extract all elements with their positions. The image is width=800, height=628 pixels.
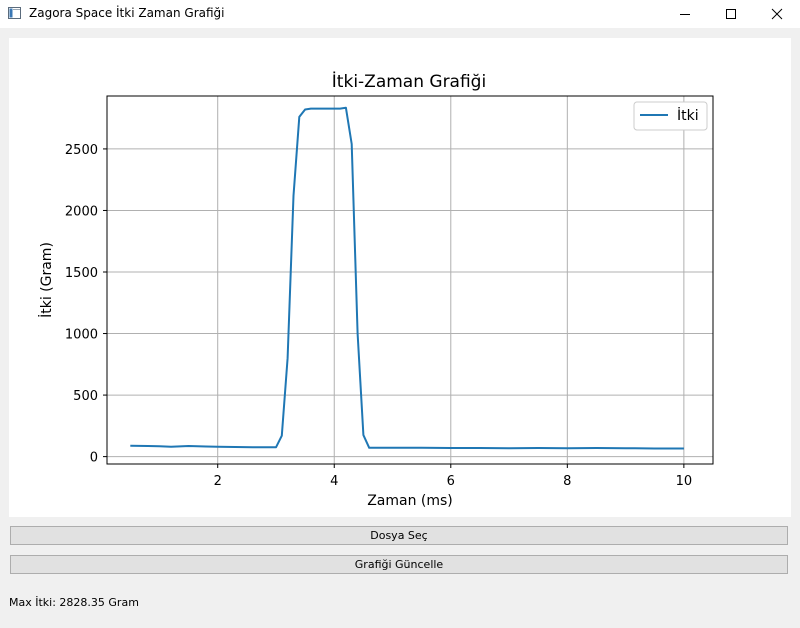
legend-box — [633, 101, 708, 131]
x-tick-label: 2 — [214, 474, 222, 489]
y-tick-label: 1500 — [65, 266, 98, 281]
minimize-icon — [680, 14, 690, 15]
y-tick-label: 2500 — [65, 143, 98, 158]
title-bar: Zagora Space İtki Zaman Grafiği — [0, 0, 800, 28]
axis-ticks: 2 4 6 8 10 0 500 1000 1500 2000 2500 — [65, 143, 692, 489]
plot-area-frame — [106, 95, 714, 465]
legend-label: İtki — [677, 106, 699, 124]
maximize-button[interactable] — [708, 0, 754, 28]
maximize-icon — [726, 9, 736, 19]
y-tick-label: 2000 — [65, 204, 98, 219]
x-axis-label: Zaman (ms) — [367, 493, 453, 509]
x-tick-label: 8 — [563, 474, 571, 489]
x-tick-label: 6 — [447, 474, 455, 489]
minimize-button[interactable] — [662, 0, 708, 28]
series-line-itki — [130, 106, 684, 450]
y-tick-label: 1000 — [65, 328, 98, 343]
y-axis-label: İtki (Gram) — [37, 242, 55, 318]
chart-title: İtki-Zaman Grafiği — [332, 71, 486, 92]
app-icon — [8, 7, 21, 19]
window-title: Zagora Space İtki Zaman Grafiği — [29, 6, 225, 20]
legend: İtki — [633, 101, 708, 131]
y-tick-label: 0 — [90, 451, 98, 466]
close-icon — [771, 8, 783, 20]
select-file-button[interactable]: Dosya Seç — [10, 526, 788, 545]
y-tick-label: 500 — [73, 389, 98, 404]
x-tick-label: 10 — [676, 474, 693, 489]
grid-lines — [107, 96, 713, 464]
series-layer — [130, 106, 684, 450]
close-button[interactable] — [754, 0, 800, 28]
max-thrust-label: Max İtki: 2828.35 Gram — [9, 596, 139, 609]
update-graph-button[interactable]: Grafiği Güncelle — [10, 555, 788, 574]
x-tick-label: 4 — [330, 474, 338, 489]
plot-canvas: İtki-Zaman Grafiği 2 4 6 8 10 0 500 1000 1500 200… — [9, 38, 791, 517]
thrust-time-chart: İtki-Zaman Grafiği 2 4 6 8 10 0 500 1000 1500 200… — [37, 71, 714, 509]
